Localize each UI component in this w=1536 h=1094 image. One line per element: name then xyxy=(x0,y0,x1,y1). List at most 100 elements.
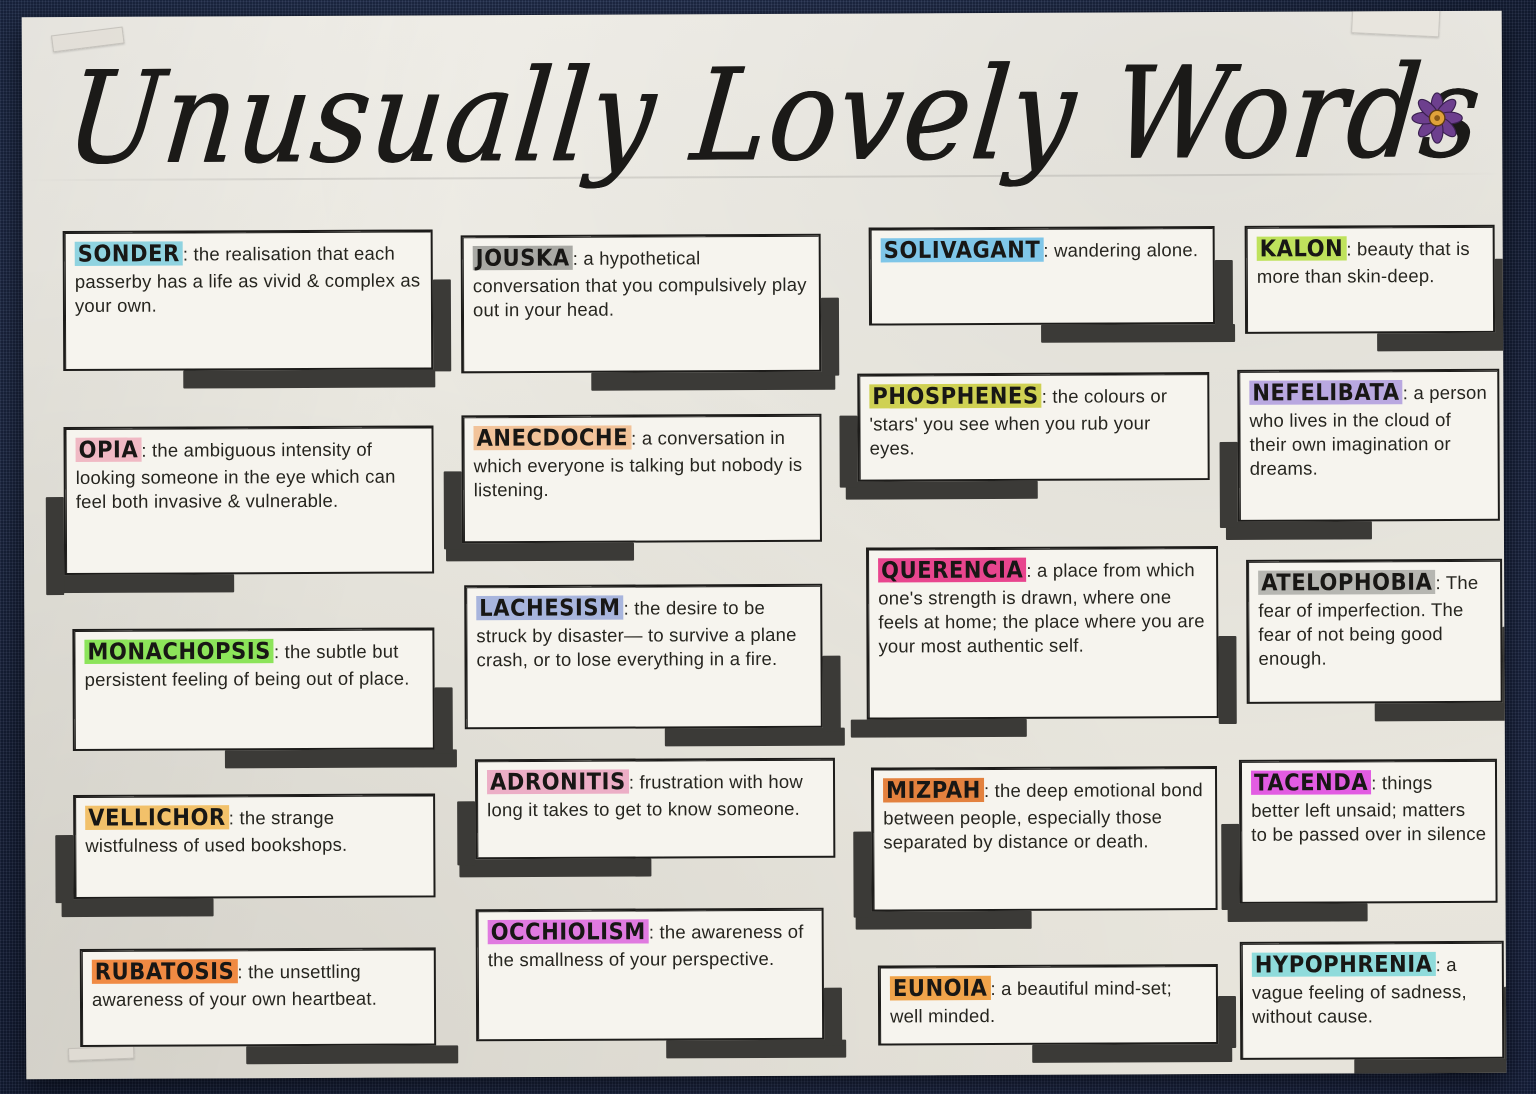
word-term: LACHESISM xyxy=(476,592,624,627)
card-text: OCCHIOLISM: the awareness of the smallne… xyxy=(487,915,813,973)
card-shadow-bottom xyxy=(850,718,1027,738)
word-term: JOUSKA xyxy=(472,242,573,277)
card-text: JOUSKA: a hypothetical conversation that… xyxy=(472,242,810,323)
word-term: OCCHIOLISM xyxy=(487,915,649,951)
word-term: OPIA xyxy=(75,434,142,468)
card-shadow-right xyxy=(1218,635,1237,725)
word-term: VELLICHOR xyxy=(85,801,229,836)
word-term: ATELOPHOBIA xyxy=(1258,566,1436,601)
card-text: VELLICHOR: the strange wistfulness of us… xyxy=(85,801,424,858)
card-text: RUBATOSIS: the unsettling awareness of y… xyxy=(91,955,425,1012)
column-1: SONDER: the realisation that each passer… xyxy=(45,207,459,1065)
word-card: MIZPAH: the deep emotional bond between … xyxy=(853,766,1218,930)
column-2: JOUSKA: a hypothetical conversation that… xyxy=(443,206,847,1059)
card-shadow-bottom xyxy=(224,749,457,769)
card-shadow-bottom xyxy=(183,369,436,389)
page-title: Unusually Lovely Words xyxy=(60,38,1489,194)
column-3: SOLIVAGANT: wandering alone. PHOSPHENES: … xyxy=(839,204,1237,1063)
card-shadow-bottom xyxy=(1377,332,1507,352)
word-card-board: SONDER: the realisation that each passer… xyxy=(23,203,1507,1079)
card-shadow-bottom xyxy=(61,898,214,918)
card-text: QUERENCIA: a place from which one's stre… xyxy=(878,554,1207,659)
word-definition: : wandering alone. xyxy=(1043,239,1199,261)
word-card: OPIA: the ambiguous intensity of looking… xyxy=(45,425,435,596)
card-shadow-bottom xyxy=(845,480,1038,500)
word-card: ADRONITIS: frustration with how long it … xyxy=(457,757,836,878)
card-text: PHOSPHENES: the colours or 'stars' you s… xyxy=(869,380,1198,461)
card-shadow-bottom xyxy=(1374,702,1507,722)
word-card: RUBATOSIS: the unsettling awareness of y… xyxy=(79,947,459,1065)
card-shadow-left xyxy=(1221,823,1240,911)
poster-sheet: Unusually Lovely Words SONDER: the reali… xyxy=(21,10,1507,1080)
word-term: NEFELIBATA xyxy=(1249,376,1403,411)
card-shadow-bottom xyxy=(666,1039,847,1059)
card-shadow-right xyxy=(1503,986,1507,1061)
word-term: KALON xyxy=(1256,232,1347,267)
card-shadow-left xyxy=(443,471,463,550)
word-term: QUERENCIA xyxy=(878,554,1027,589)
card-shadow-left xyxy=(55,835,74,904)
word-card: JOUSKA: a hypothetical conversation that… xyxy=(460,233,840,391)
card-text: ADRONITIS: frustration with how long it … xyxy=(486,766,824,823)
card-shadow-right xyxy=(434,687,453,754)
card-text: LACHESISM: the desire to be struck by di… xyxy=(476,592,811,673)
word-term: SOLIVAGANT xyxy=(880,234,1044,269)
card-text: OPIA: the ambiguous intensity of looking… xyxy=(75,434,423,514)
word-card: NEFELIBATA: a person who lives in the cl… xyxy=(1219,368,1500,540)
card-shadow-bottom xyxy=(664,727,845,747)
card-text: KALON: beauty that is more than skin-dee… xyxy=(1256,232,1484,289)
word-card: OCCHIOLISM: the awareness of the smallne… xyxy=(475,907,847,1059)
card-text: SOLIVAGANT: wandering alone. xyxy=(880,234,1204,269)
card-shadow-left xyxy=(45,497,65,596)
word-term: SONDER xyxy=(74,238,183,272)
word-term: MONACHOPSIS xyxy=(84,635,275,670)
word-term: TACENDA xyxy=(1250,766,1372,801)
card-shadow-left xyxy=(457,801,476,866)
word-term: MIZPAH xyxy=(883,774,984,809)
word-card: SOLIVAGANT: wandering alone. xyxy=(868,226,1236,343)
flower-icon xyxy=(1411,92,1463,144)
card-shadow-bottom xyxy=(246,1045,459,1065)
card-shadow-right xyxy=(1214,259,1234,331)
card-shadow-right xyxy=(820,297,840,376)
card-shadow-bottom xyxy=(1225,521,1372,540)
card-shadow-bottom xyxy=(591,371,836,391)
word-term: ADRONITIS xyxy=(486,766,629,801)
word-term: PHOSPHENES xyxy=(869,380,1042,415)
card-shadow-bottom xyxy=(1227,903,1368,922)
card-shadow-bottom xyxy=(459,858,652,878)
card-shadow-left xyxy=(853,831,872,918)
card-shadow-bottom xyxy=(48,574,235,594)
card-text: MONACHOPSIS: the subtle but persistent f… xyxy=(84,635,423,692)
word-card: TACENDA: things better left unsaid; matt… xyxy=(1221,758,1498,922)
word-term: RUBATOSIS xyxy=(91,955,238,990)
card-shadow-right xyxy=(1217,995,1237,1049)
card-shadow-left xyxy=(1219,441,1238,529)
card-shadow-right xyxy=(823,987,843,1046)
word-card: ANECDOCHE: a conversation in which every… xyxy=(443,413,822,562)
word-card: PHOSPHENES: the colours or 'stars' you s… xyxy=(839,372,1210,500)
card-text: ANECDOCHE: a conversation in which every… xyxy=(473,422,810,503)
word-card: KALON: beauty that is more than skin-dee… xyxy=(1244,224,1507,352)
card-shadow-bottom xyxy=(1032,1043,1233,1063)
word-card: MONACHOPSIS: the subtle but persistent f… xyxy=(72,627,457,769)
column-4: KALON: beauty that is more than skin-dee… xyxy=(1219,203,1507,1078)
poster-title-row: Unusually Lovely Words xyxy=(61,33,1489,199)
word-card: LACHESISM: the desire to be struck by di… xyxy=(464,583,845,747)
word-card: SONDER: the realisation that each passer… xyxy=(62,229,452,389)
card-text: ATELOPHOBIA: The fear of imperfection. T… xyxy=(1258,566,1491,671)
card-text: TACENDA: things better left unsaid; matt… xyxy=(1250,766,1486,847)
card-shadow-bottom xyxy=(445,542,635,562)
word-term: HYPOPHRENIA xyxy=(1251,948,1436,983)
word-card: HYPOPHRENIA: a vague feeling of sadness,… xyxy=(1239,940,1507,1078)
card-text: SONDER: the realisation that each passer… xyxy=(74,238,422,318)
card-text: NEFELIBATA: a person who lives in the cl… xyxy=(1249,376,1488,481)
card-text: EUNOIA: a beautiful mind-set; well minde… xyxy=(889,972,1207,1029)
card-shadow-left xyxy=(839,415,858,488)
word-term: ANECDOCHE xyxy=(473,422,632,457)
card-shadow-bottom xyxy=(855,910,1032,930)
card-shadow-bottom xyxy=(1041,323,1236,343)
card-shadow-right xyxy=(432,279,452,372)
word-card: VELLICHOR: the strange wistfulness of us… xyxy=(55,793,436,918)
word-term: EUNOIA xyxy=(889,972,991,1007)
